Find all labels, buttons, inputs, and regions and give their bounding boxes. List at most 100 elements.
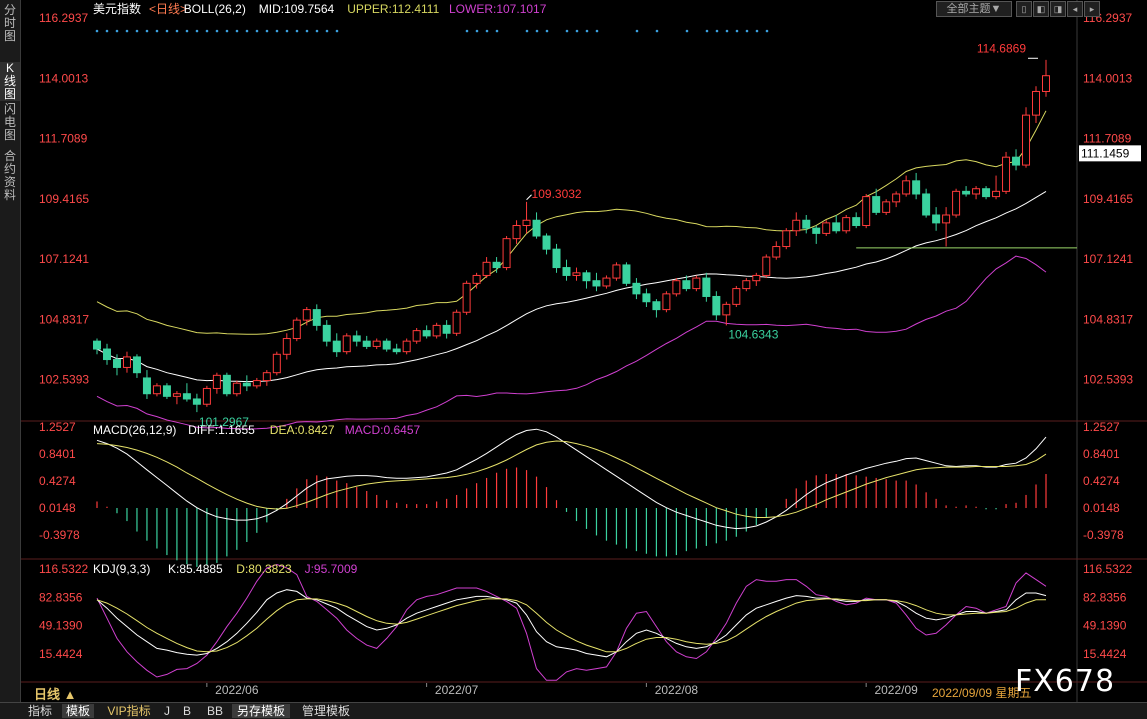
y-tick-right: 109.4165 (1083, 192, 1133, 206)
candle-body (192, 398, 201, 405)
jul-high-annotation: 109.3032 (532, 187, 582, 201)
macd-y-tick-left: 1.2527 (39, 420, 76, 434)
event-marker (335, 29, 339, 33)
event-marker (225, 29, 229, 33)
event-marker (235, 29, 239, 33)
event-marker (195, 29, 199, 33)
window-button-0[interactable]: ▯ (1016, 1, 1032, 17)
kdj-y-tick-right: 116.5322 (1083, 562, 1132, 576)
candle-body (662, 293, 671, 311)
candle-body (112, 359, 121, 368)
event-marker (175, 29, 179, 33)
bottom-tab-0[interactable]: 指标 (28, 704, 53, 718)
candle-body (282, 338, 291, 355)
period-selector[interactable]: 日线 ▲ (34, 687, 77, 702)
candle-body (862, 196, 871, 227)
candle-body (502, 238, 511, 269)
y-tick-left: 102.5393 (39, 373, 89, 387)
kdj-y-tick-left: 15.4424 (39, 647, 83, 661)
boll-mid-line (96, 190, 1047, 383)
candle-body (952, 190, 961, 216)
sidebar-tab-0[interactable]: 分时图 (3, 3, 16, 43)
candle-body (572, 272, 581, 276)
sidebar-tab-2[interactable]: 闪电图 (3, 102, 16, 142)
kdj-y-tick-right: 49.1390 (1083, 619, 1127, 633)
bottom-tab-1[interactable]: 模板 (62, 704, 94, 718)
candle-body (832, 222, 841, 232)
candle-body (332, 340, 341, 353)
candle-body (422, 330, 431, 337)
header-indicator: BOLL(26,2) (184, 2, 246, 16)
window-button-2[interactable]: ◨ (1050, 1, 1066, 17)
window-button-3[interactable]: ◂ (1067, 1, 1083, 17)
macd-y-tick-right: 0.4274 (1083, 474, 1120, 488)
event-marker (245, 29, 249, 33)
window-button-1[interactable]: ◧ (1033, 1, 1049, 17)
event-marker (655, 29, 659, 33)
macd-y-tick-right: 0.8401 (1083, 447, 1120, 461)
candle-body (1022, 114, 1031, 166)
candle-body (722, 303, 731, 316)
event-marker (745, 29, 749, 33)
candle-body (972, 188, 981, 195)
x-tick: 2022/07 (435, 683, 479, 697)
candle-body (162, 385, 171, 397)
bottom-tab-5[interactable]: BB (206, 704, 223, 718)
candle-body (372, 340, 381, 347)
bottom-tab-7[interactable]: 管理模板 (301, 704, 350, 718)
y-tick-right: 114.0013 (1083, 71, 1132, 85)
candle-body (262, 372, 271, 382)
candle-body (822, 222, 831, 234)
bottom-tab-4[interactable]: B (182, 704, 191, 718)
event-marker (685, 29, 689, 33)
candle-body (312, 309, 321, 326)
date-readout: 2022/09/09 星期五 (932, 686, 1032, 700)
event-marker (725, 29, 729, 33)
header-period: <日线> (149, 2, 187, 16)
candle-body (342, 335, 351, 353)
event-marker (135, 29, 139, 33)
event-marker (315, 29, 319, 33)
sidebar-tab-3[interactable]: 合约资料 (3, 149, 16, 202)
event-marker (115, 29, 119, 33)
candle-body (252, 380, 261, 387)
y-tick-left: 116.2937 (39, 11, 88, 25)
candle-body (122, 356, 131, 368)
bottom-tab-6[interactable]: 另存模板 (232, 704, 290, 718)
theme-selector-button[interactable]: 全部主题▼ (936, 1, 1012, 17)
kdj-j-line (96, 563, 1047, 681)
candle-body (532, 219, 541, 237)
candle-body (182, 393, 191, 400)
event-marker (215, 29, 219, 33)
candle-body (902, 180, 911, 195)
candle-body (942, 214, 951, 224)
candle-body (322, 324, 331, 342)
y-tick-left: 109.4165 (39, 192, 89, 206)
event-marker (765, 29, 769, 33)
bottom-toolbar: 指标 模板 VIP指标 J B BB 另存模板 管理模板 (0, 702, 1147, 719)
candle-body (542, 235, 551, 250)
event-marker (565, 29, 569, 33)
bottom-tab-3[interactable]: J (164, 704, 170, 718)
y-tick-right: 107.1241 (1083, 252, 1133, 266)
macd-y-tick-right: 0.0148 (1083, 501, 1120, 515)
aug-low-annotation: 104.6343 (728, 327, 778, 341)
y-tick-right: 102.5393 (1083, 373, 1133, 387)
candle-body (642, 293, 651, 303)
event-marker (535, 29, 539, 33)
candle-body (362, 340, 371, 347)
candle-body (452, 311, 461, 334)
window-button-4[interactable]: ▸ (1084, 1, 1100, 17)
kdj-header-name: KDJ(9,3,3) (93, 562, 150, 576)
macd-header-name: MACD(26,12,9) (93, 423, 176, 437)
bottom-tab-2[interactable]: VIP指标 (107, 704, 151, 718)
candle-body (1032, 90, 1041, 116)
kdj-y-tick-right: 15.4424 (1083, 647, 1127, 661)
candle-body (352, 335, 361, 342)
candle-body (812, 227, 821, 234)
current-price-box (1079, 145, 1141, 162)
candle-body (102, 348, 111, 361)
candle-body (1002, 156, 1011, 192)
